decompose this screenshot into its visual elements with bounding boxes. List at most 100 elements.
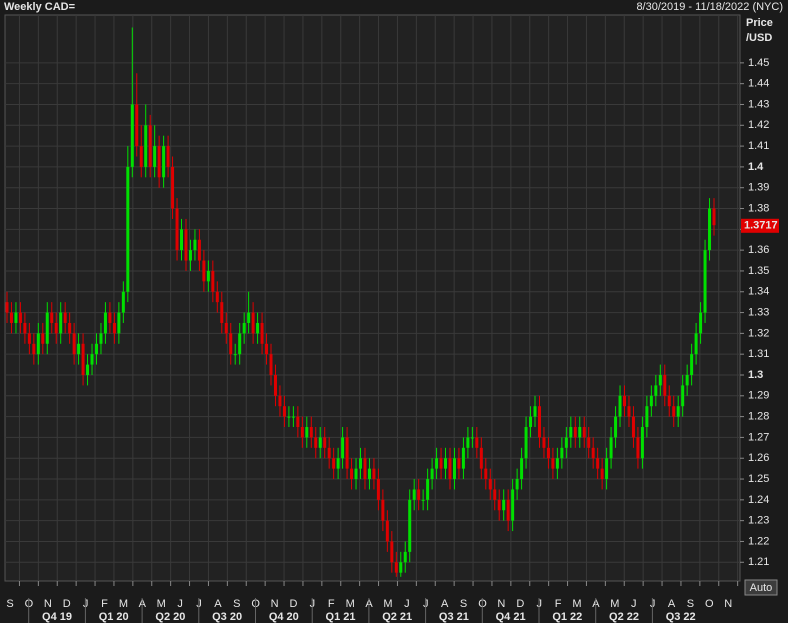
candle-body	[385, 520, 389, 542]
candle-body	[193, 239, 197, 251]
candle-body	[421, 499, 425, 501]
x-month-label: A	[139, 598, 147, 610]
candle-body	[354, 468, 358, 480]
candle-body	[376, 479, 380, 500]
candle-body	[350, 468, 354, 480]
x-quarter-label: Q3 22	[666, 611, 696, 623]
candle-body	[180, 229, 184, 251]
candle-body	[41, 333, 45, 344]
candle-body	[345, 437, 349, 469]
candle-body	[126, 166, 130, 292]
candle-body	[564, 437, 568, 448]
candle-body	[631, 416, 635, 438]
candle-body	[658, 374, 662, 386]
candle-body	[390, 541, 394, 563]
auto-button-label[interactable]: Auto	[750, 582, 773, 594]
candle-body	[323, 437, 327, 448]
candle-body	[681, 385, 685, 407]
candle-body	[520, 458, 524, 480]
x-quarter-label: Q1 21	[326, 611, 356, 623]
candle-body	[86, 364, 90, 375]
x-quarter-label: Q3 21	[439, 611, 469, 623]
plot-area	[4, 14, 741, 582]
candle-body	[112, 322, 116, 334]
candle-body	[399, 562, 403, 573]
candle-body	[121, 291, 125, 313]
candle-body	[367, 468, 371, 480]
candle-body	[36, 333, 40, 355]
candle-body	[381, 499, 385, 521]
y-tick-label: 1.22	[748, 535, 769, 547]
candle-body	[45, 312, 49, 344]
x-quarter-label: Q4 21	[496, 611, 526, 623]
candle-body	[278, 395, 282, 407]
candle-body	[153, 146, 157, 167]
candle-body	[676, 406, 680, 417]
candle-body	[524, 427, 528, 459]
candle-body	[694, 333, 698, 355]
candle-body	[9, 312, 13, 323]
candle-body	[202, 260, 206, 282]
x-quarter-label: Q1 20	[99, 611, 129, 623]
candle-body	[77, 343, 81, 355]
candle-body	[59, 312, 63, 334]
y-tick-label: 1.3	[748, 369, 763, 381]
y-tick-label: 1.44	[748, 78, 769, 90]
candle-body	[555, 458, 559, 469]
candle-body	[260, 322, 264, 344]
y-tick-label: 1.43	[748, 98, 769, 110]
candle-body	[72, 333, 76, 355]
candle-body	[18, 312, 22, 323]
y-tick-label: 1.45	[748, 57, 769, 69]
candle-body	[359, 458, 362, 469]
candle-body	[618, 395, 622, 417]
candle-body	[623, 395, 627, 407]
candle-body	[475, 437, 479, 448]
y-tick-label: 1.33	[748, 306, 769, 318]
candle-body	[273, 374, 277, 396]
x-month-label: D	[63, 598, 71, 610]
candle-body	[94, 343, 98, 355]
candle-body	[54, 322, 58, 334]
candle-body	[506, 499, 510, 521]
candle-body	[488, 479, 492, 490]
candle-body	[229, 333, 233, 355]
auto-button[interactable]	[744, 579, 778, 596]
candle-body	[609, 437, 613, 459]
x-quarter-label: Q4 20	[269, 611, 299, 623]
x-month-label: N	[44, 598, 52, 610]
y-tick-label: 1.4	[748, 161, 764, 173]
candle-body	[256, 322, 260, 334]
candle-body	[573, 427, 577, 438]
candle-body	[448, 458, 452, 480]
y-axis-label: Price	[746, 17, 773, 29]
date-range: 8/30/2019 - 11/18/2022 (NYC)	[636, 1, 783, 13]
y-tick-label: 1.38	[748, 202, 769, 214]
candle-body	[533, 406, 537, 417]
candle-body	[452, 458, 456, 480]
candle-body	[336, 458, 340, 469]
candle-body	[314, 437, 318, 448]
candle-body	[551, 458, 555, 469]
x-month-label: S	[233, 598, 240, 610]
candle-body	[309, 427, 313, 438]
candle-body	[300, 427, 304, 438]
x-quarter-label: Q3 20	[212, 611, 242, 623]
candle-body	[515, 479, 519, 490]
candle-body	[139, 146, 143, 167]
candle-body	[537, 406, 541, 438]
y-tick-label: 1.34	[748, 286, 769, 298]
x-month-label: M	[346, 598, 355, 610]
candle-body	[363, 458, 367, 480]
candle-body	[327, 447, 331, 459]
x-quarter-label: Q1 22	[552, 611, 582, 623]
candle-body	[32, 343, 36, 355]
candle-body	[502, 499, 506, 511]
y-tick-label: 1.24	[748, 494, 769, 506]
candle-body	[614, 416, 618, 438]
candle-body	[685, 374, 689, 386]
x-month-label: A	[592, 598, 600, 610]
candle-body	[103, 312, 107, 334]
candle-body	[649, 395, 653, 407]
